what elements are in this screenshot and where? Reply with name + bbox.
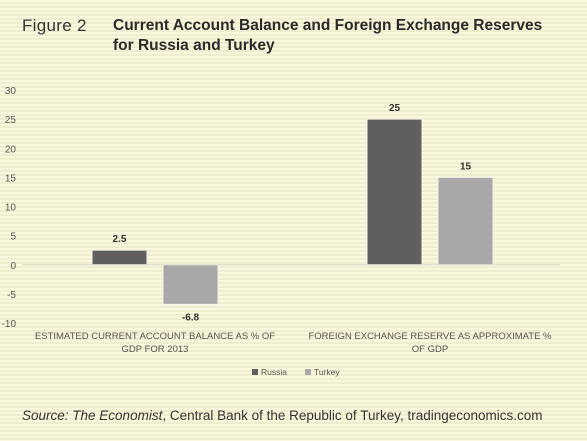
bar-turkey-2	[437, 176, 494, 266]
category-label: GDP FOR 2013	[122, 344, 189, 355]
chart-title-line-2: for Russia and Turkey	[113, 37, 275, 54]
legend-label-turkey: Turkey	[314, 367, 340, 377]
data-label: 2.5	[113, 234, 127, 245]
source-note: Source: The Economist, Central Bank of t…	[22, 408, 543, 423]
bar-turkey-1	[162, 264, 219, 305]
bar-russia-2	[366, 118, 423, 266]
legend-swatch-turkey	[305, 369, 311, 375]
y-tick-label: 25	[5, 115, 17, 126]
category-label: ESTIMATED CURRENT ACCOUNT BALANCE AS % O…	[35, 331, 275, 342]
bar-chart: -10 -5 0 5 10 15 20 25 30 2.5 25 -6.8 15 ESTIMATED CU…	[2, 86, 560, 377]
y-tick-label: 15	[5, 173, 17, 184]
data-label: 25	[389, 103, 401, 114]
y-tick-label: -5	[7, 290, 16, 301]
figure-label: Figure 2	[22, 16, 87, 35]
legend-swatch-russia	[252, 369, 258, 375]
legend-label-russia: Russia	[261, 367, 287, 377]
bar-russia-1	[91, 249, 148, 266]
source-publication: The Economist	[72, 408, 163, 423]
y-tick-label: 5	[10, 232, 16, 243]
data-label: -6.8	[182, 312, 200, 323]
y-tick-label: 10	[5, 203, 17, 214]
chart-title: Current Account Balance and Foreign Exch…	[113, 16, 573, 56]
y-tick-label: 0	[10, 261, 16, 272]
y-tick-label: -10	[2, 319, 17, 330]
y-tick-label: 30	[5, 86, 17, 97]
source-prefix: Source:	[22, 408, 73, 423]
category-label: FOREIGN EXCHANGE RESERVE AS APPROXIMATE …	[308, 331, 552, 342]
category-label: OF GDP	[412, 344, 448, 355]
source-rest: , Central Bank of the Republic of Turkey…	[162, 408, 543, 423]
chart-area: -10 -5 0 5 10 15 20 25 30 2.5 25 -6.8 15 ESTIMATED CU…	[0, 76, 587, 392]
data-label: 15	[460, 161, 472, 172]
y-tick-label: 20	[5, 144, 17, 155]
chart-title-line-1: Current Account Balance and Foreign Exch…	[113, 17, 543, 34]
